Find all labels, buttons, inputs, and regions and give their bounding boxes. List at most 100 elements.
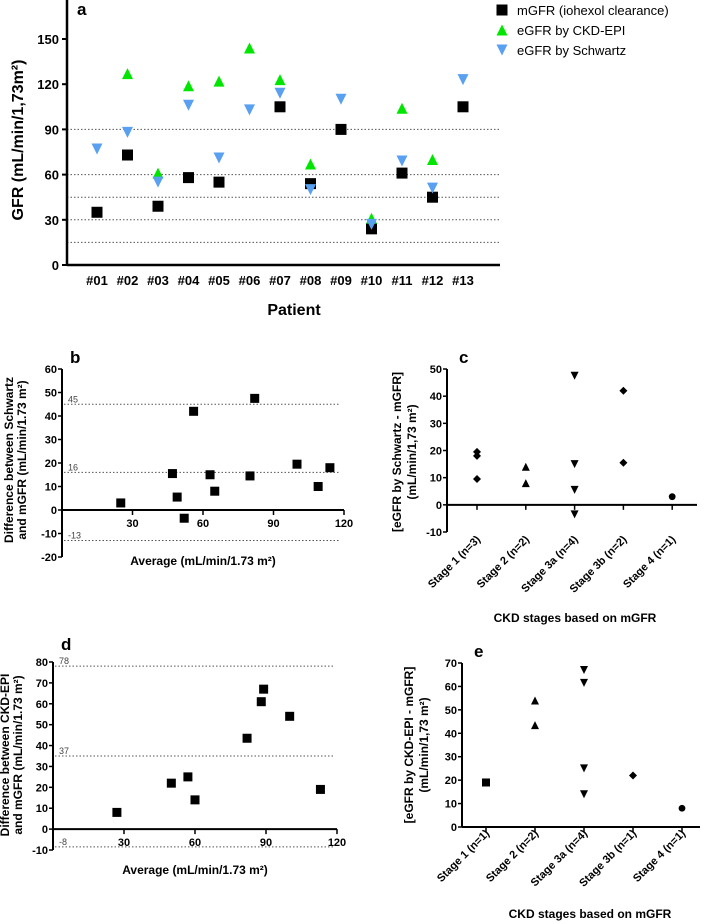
x-tick-label: 60 bbox=[189, 837, 201, 849]
data-point bbox=[116, 498, 126, 508]
y-axis-title: Difference between Schwartz bbox=[2, 377, 16, 543]
point-ckdepi bbox=[122, 68, 133, 80]
point-ckdepi bbox=[274, 74, 286, 86]
y-tick-label: 50 bbox=[36, 720, 48, 732]
reference-line-label: -13 bbox=[68, 531, 81, 541]
point-ckdepi bbox=[213, 75, 225, 87]
data-point bbox=[166, 778, 176, 788]
y-tick-label: 30 bbox=[45, 213, 59, 228]
x-tick-label: 120 bbox=[335, 518, 353, 530]
x-axis-title: CKD stages based on mGFR bbox=[494, 611, 657, 625]
data-point bbox=[473, 447, 481, 456]
y-tick-label: 60 bbox=[45, 364, 57, 376]
y-tick-label: 10 bbox=[45, 482, 57, 494]
data-point bbox=[250, 393, 260, 403]
legend-marker-ckdepi bbox=[496, 24, 508, 36]
y-axis-title: and mGFR (mL/min/1.73 m²) bbox=[15, 380, 29, 539]
data-point bbox=[189, 406, 199, 416]
data-point bbox=[473, 451, 481, 460]
legend-marker-mgfr bbox=[496, 4, 508, 16]
data-point bbox=[473, 475, 481, 484]
x-tick-label: 120 bbox=[328, 837, 346, 849]
legend-label: mGFR (iohexol clearance) bbox=[517, 3, 669, 18]
panel-label-a: a bbox=[77, 0, 87, 19]
y-tick-label: 40 bbox=[430, 391, 442, 403]
y-axis-title: [eGFR by Schwartz - mGFR] bbox=[390, 372, 404, 532]
y-tick-label: 20 bbox=[36, 782, 48, 794]
legend-label: eGFR by CKD-EPI bbox=[517, 23, 625, 38]
y-tick-label: 70 bbox=[445, 658, 457, 670]
point-ckdepi bbox=[183, 80, 194, 92]
data-point bbox=[315, 784, 325, 794]
data-point bbox=[619, 386, 628, 395]
y-tick-label: 50 bbox=[445, 705, 457, 717]
point-schwartz bbox=[183, 99, 194, 111]
point-schwartz bbox=[122, 126, 133, 138]
point-schwartz bbox=[335, 93, 347, 105]
point-schwartz bbox=[427, 182, 438, 194]
data-point bbox=[580, 764, 588, 773]
x-tick-label: #02 bbox=[117, 273, 139, 288]
point-mgfr bbox=[335, 123, 347, 135]
y-tick-label: 0 bbox=[51, 505, 57, 517]
data-point bbox=[580, 790, 588, 799]
data-point bbox=[629, 771, 637, 780]
point-mgfr bbox=[427, 191, 438, 203]
data-point bbox=[668, 493, 676, 501]
point-mgfr bbox=[152, 200, 164, 212]
panel-label-b: b bbox=[70, 348, 80, 367]
point-mgfr bbox=[396, 167, 408, 179]
data-point bbox=[678, 804, 686, 812]
x-tick-label: #12 bbox=[422, 273, 444, 288]
x-tick-label: #13 bbox=[452, 273, 474, 288]
point-mgfr bbox=[213, 176, 225, 188]
y-axis-title: (mL/min/1,73 m²) bbox=[405, 404, 419, 499]
point-ckdepi bbox=[244, 42, 255, 54]
point-schwartz bbox=[366, 218, 377, 230]
data-point bbox=[292, 459, 302, 469]
point-mgfr bbox=[274, 101, 286, 113]
data-point bbox=[570, 485, 579, 494]
panel-a: a 0 30 60 90 120 150 #01 #02 #03 #04 #05 #06 #07 #08 #0… bbox=[10, 0, 669, 319]
point-ckdepi bbox=[427, 154, 438, 166]
y-tick-label: 0 bbox=[451, 822, 457, 834]
panel-label-e: e bbox=[474, 642, 483, 661]
y-tick-label: 50 bbox=[430, 364, 442, 376]
data-point bbox=[179, 513, 189, 523]
y-tick-label: 20 bbox=[430, 446, 442, 458]
y-tick-label: 0 bbox=[52, 258, 59, 273]
data-point bbox=[570, 371, 579, 380]
y-axis-title: and mGFR (mL/min/1.73 m²) bbox=[11, 675, 25, 834]
data-point bbox=[482, 778, 490, 787]
y-tick-label: 10 bbox=[430, 473, 442, 485]
y-axis-title: [eGFR by CKD-EPI - mGFR] bbox=[402, 667, 416, 824]
panel-d: d 78 37 -8 -10 0 10 20 30 40 50 60 70 80 30 60 90 120 Aver… bbox=[0, 635, 346, 877]
point-mgfr bbox=[183, 172, 194, 184]
y-tick-label: 30 bbox=[45, 435, 57, 447]
y-tick-label: 40 bbox=[45, 411, 57, 423]
x-tick-label: 30 bbox=[118, 837, 130, 849]
data-point bbox=[531, 696, 539, 705]
y-tick-label: 120 bbox=[37, 77, 59, 92]
point-schwartz bbox=[274, 87, 286, 99]
x-tick-label: #11 bbox=[392, 273, 413, 288]
x-tick-label: #09 bbox=[330, 273, 352, 288]
y-tick-label: 10 bbox=[445, 799, 457, 811]
y-tick-label: 20 bbox=[445, 775, 457, 787]
x-axis-title: CKD stages based on mGFR bbox=[509, 907, 672, 921]
x-tick-label: 30 bbox=[126, 518, 138, 530]
data-point bbox=[210, 486, 220, 496]
point-ckdepi bbox=[396, 102, 408, 114]
data-point bbox=[242, 733, 252, 743]
x-axis-title: Average (mL/min/1.73 m²) bbox=[122, 863, 268, 877]
data-point bbox=[167, 469, 177, 479]
point-mgfr bbox=[122, 149, 133, 161]
y-tick-label: 60 bbox=[36, 699, 48, 711]
y-tick-label: 40 bbox=[36, 741, 48, 753]
point-schwartz bbox=[305, 184, 316, 196]
y-tick-label: -10 bbox=[426, 527, 442, 539]
legend-label: eGFR by Schwartz bbox=[517, 43, 626, 58]
x-tick-label: #07 bbox=[269, 273, 291, 288]
data-point bbox=[245, 471, 255, 481]
x-tick-label: #06 bbox=[239, 273, 261, 288]
